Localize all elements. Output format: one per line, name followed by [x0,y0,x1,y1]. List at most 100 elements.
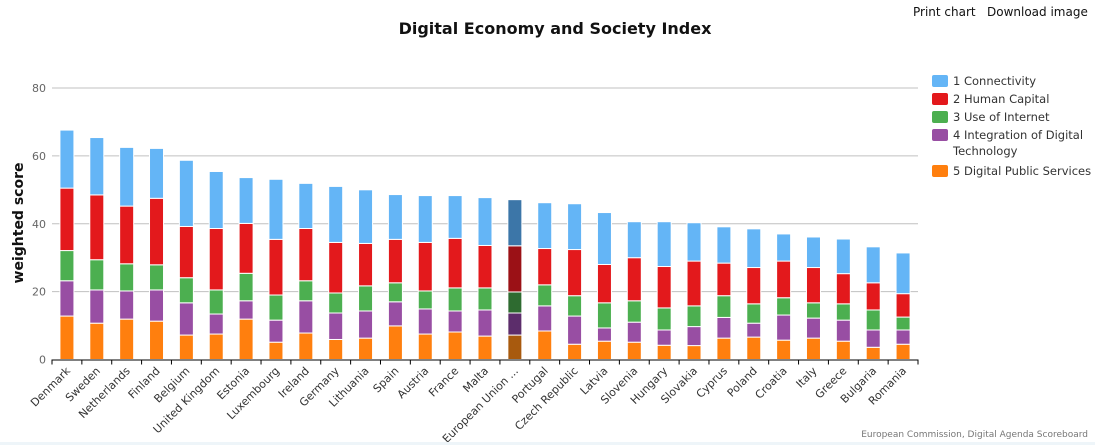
bar-stack[interactable] [746,228,762,361]
bar-segment[interactable] [656,344,672,360]
bar-segment[interactable] [178,302,194,336]
bar-segment[interactable] [268,178,284,240]
bar-segment[interactable] [298,332,314,360]
bar-segment[interactable] [149,289,165,322]
bar-segment[interactable] [477,309,493,337]
bar-segment[interactable] [387,301,403,327]
legend-item[interactable]: 3 Use of Internet [932,110,1050,124]
bar-segment[interactable] [656,307,672,331]
bar-segment[interactable] [716,316,732,339]
bar-segment[interactable] [358,242,374,287]
bar-segment[interactable] [507,199,523,247]
bar-segment[interactable] [358,337,374,361]
bar-segment[interactable] [596,212,612,265]
bar-segment[interactable] [447,237,463,289]
bar-segment[interactable] [716,226,732,264]
bar-segment[interactable] [298,182,314,230]
bar-segment[interactable] [447,195,463,239]
bar-segment[interactable] [387,194,403,240]
bar-segment[interactable] [776,339,792,361]
bar-segment[interactable] [417,333,433,360]
bar-segment[interactable] [656,221,672,268]
bar-segment[interactable] [238,318,254,361]
bar-segment[interactable] [387,325,403,361]
bar-segment[interactable] [268,238,284,296]
bar-segment[interactable] [596,302,612,329]
bar-segment[interactable] [178,225,194,279]
bar-stack[interactable] [358,189,374,361]
bar-segment[interactable] [178,159,194,227]
bar-segment[interactable] [567,203,583,251]
bar-segment[interactable] [268,294,284,321]
bar-segment[interactable] [208,170,224,230]
bar-stack[interactable] [865,246,881,361]
bar-stack[interactable] [298,182,314,360]
bar-segment[interactable] [328,312,344,340]
bar-stack[interactable] [567,203,583,360]
bar-segment[interactable] [387,238,403,284]
bar-segment[interactable] [507,312,523,336]
bar-segment[interactable] [596,340,612,360]
bar-segment[interactable] [447,287,463,312]
bar-segment[interactable] [477,287,493,311]
bar-segment[interactable] [328,241,344,294]
bar-stack[interactable] [596,212,612,360]
bar-segment[interactable] [567,249,583,297]
bar-segment[interactable] [417,290,433,310]
bar-segment[interactable] [298,280,314,302]
bar-segment[interactable] [596,263,612,304]
bar-segment[interactable] [358,285,374,312]
bar-stack[interactable] [149,147,165,361]
bar-segment[interactable] [238,272,254,302]
bar-segment[interactable] [626,321,642,343]
bar-stack[interactable] [238,177,254,361]
bar-segment[interactable] [477,244,493,289]
bar-segment[interactable] [895,343,911,360]
bar-segment[interactable] [119,146,135,207]
bar-segment[interactable] [59,129,75,189]
bar-segment[interactable] [626,257,642,302]
bar-segment[interactable] [835,273,851,305]
bar-segment[interactable] [447,310,463,333]
bar-segment[interactable] [59,250,75,282]
bar-segment[interactable] [746,336,762,361]
bar-segment[interactable] [149,147,165,199]
legend-item[interactable]: 2 Human Capital [932,92,1049,106]
bar-stack[interactable] [387,194,403,361]
bar-segment[interactable] [776,297,792,316]
bar-segment[interactable] [865,246,881,284]
bar-segment[interactable] [537,330,553,360]
bar-segment[interactable] [686,326,702,347]
bar-segment[interactable] [59,187,75,252]
bar-segment[interactable] [119,290,135,320]
bar-segment[interactable] [686,260,702,307]
bar-segment[interactable] [178,334,194,361]
bar-segment[interactable] [686,345,702,361]
bar-segment[interactable] [865,329,881,348]
bar-segment[interactable] [805,236,821,269]
bar-segment[interactable] [119,263,135,292]
bar-segment[interactable] [298,300,314,334]
bar-segment[interactable] [208,333,224,360]
bar-segment[interactable] [149,197,165,266]
bar-segment[interactable] [298,228,314,282]
bar-segment[interactable] [358,189,374,244]
bar-segment[interactable] [895,293,911,318]
bar-segment[interactable] [716,337,732,361]
bar-stack[interactable] [268,178,284,360]
bar-segment[interactable] [537,202,553,250]
bar-segment[interactable] [89,289,105,324]
bar-segment[interactable] [895,329,911,345]
bar-segment[interactable] [417,308,433,335]
bar-segment[interactable] [567,295,583,317]
bar-segment[interactable] [686,305,702,328]
bar-segment[interactable] [477,197,493,246]
bar-segment[interactable] [178,277,194,304]
bar-stack[interactable] [477,197,493,361]
bar-segment[interactable] [835,340,851,360]
bar-segment[interactable] [865,309,881,331]
bar-segment[interactable] [746,267,762,305]
bar-segment[interactable] [716,295,732,318]
bar-stack[interactable] [178,159,194,361]
bar-segment[interactable] [537,284,553,307]
